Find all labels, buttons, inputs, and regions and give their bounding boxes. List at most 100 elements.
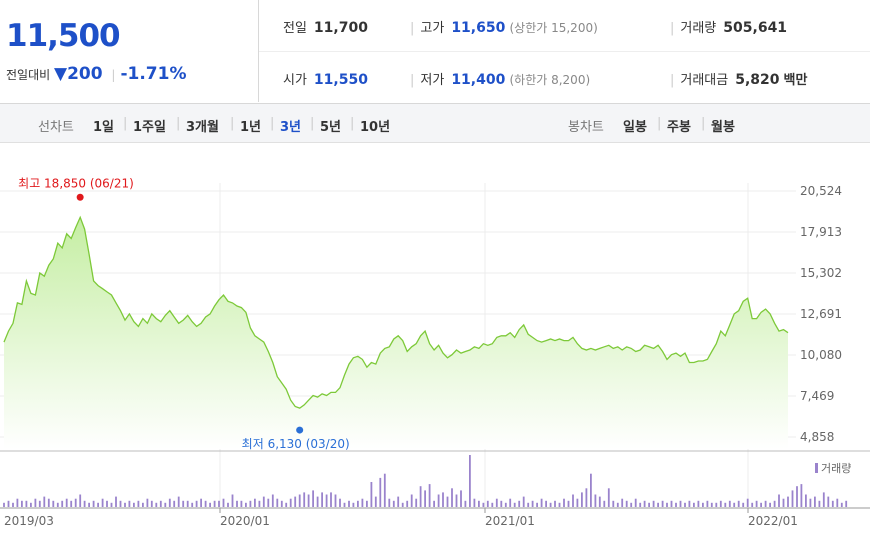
volume-bar (464, 500, 467, 507)
change-line: 전일대비 ▼200 | -1.71% (6, 64, 187, 84)
volume-bar (52, 500, 55, 507)
volume-bar (545, 500, 547, 507)
volume-bar (567, 500, 570, 507)
volume-bar (845, 500, 848, 507)
volume-bar (245, 502, 247, 507)
volume-bar (840, 502, 843, 507)
change-percent: -1.71% (120, 64, 187, 84)
volume-bar (666, 502, 668, 507)
volume-bar (267, 498, 270, 507)
volume-bar (536, 502, 538, 507)
volume-bar (778, 494, 780, 507)
volume-bar (791, 490, 794, 507)
y-tick-label: 4,858 (800, 430, 834, 444)
volume-bar (227, 502, 229, 507)
stat-amount: | 거래대금 5,820 백만 (670, 72, 808, 88)
volume-bar (616, 502, 619, 507)
volume-bar (693, 502, 695, 507)
volume-bar (661, 500, 664, 507)
volume-bar (231, 494, 234, 507)
volume-bar (773, 500, 776, 507)
volume-bar (128, 500, 131, 507)
period-1y[interactable]: 1년 (240, 120, 262, 135)
volume-bar (827, 496, 830, 507)
candle-monthly[interactable]: 월봉 (711, 120, 735, 135)
volume-bar (531, 500, 534, 507)
volume-bar (124, 502, 126, 507)
volume-bar (88, 502, 90, 507)
volume-bar (670, 500, 673, 507)
volume-bar (549, 502, 552, 507)
volume-bar (469, 455, 471, 507)
volume-bar (236, 500, 238, 507)
volume-bar (433, 500, 435, 507)
volume-bar (204, 500, 207, 507)
volume-bar (7, 500, 10, 507)
volume-bar (186, 500, 189, 507)
volume-bar (446, 496, 449, 507)
volume-bar (34, 498, 37, 507)
volume-bar (800, 484, 803, 507)
volume-bar (769, 502, 771, 507)
volume-bar (437, 494, 440, 507)
volume-bar (12, 502, 14, 507)
volume-bar (357, 500, 359, 507)
volume-bar (222, 498, 225, 507)
volume-bar (719, 500, 722, 507)
line-chart-label: 선차트 (38, 120, 74, 135)
period-3m[interactable]: 3개월 (186, 120, 219, 135)
volume-bar (254, 498, 256, 507)
low-marker (296, 426, 304, 434)
volume-bar (16, 498, 19, 507)
volume-bar (782, 498, 785, 507)
volume-bar (294, 496, 297, 507)
volume-bar (70, 500, 73, 507)
volume-bar (540, 498, 543, 507)
volume-bar (581, 492, 583, 507)
candle-daily[interactable]: 일봉 (623, 120, 647, 135)
volume-bar (796, 486, 798, 507)
volume-bar (410, 494, 413, 507)
volume-bar (316, 496, 319, 507)
period-1w[interactable]: 1주일 (133, 120, 166, 135)
volume-bar (280, 500, 283, 507)
volume-bar (764, 500, 767, 507)
volume-bar (61, 500, 64, 507)
volume-bar (343, 502, 346, 507)
volume-bar (657, 502, 659, 507)
chart-toolbar: 선차트 1일 | 1주일 | 3개월 | 1년 | 3년 | 5년 | 10년 … (0, 104, 870, 143)
volume-bar (164, 502, 167, 507)
volume-bar (348, 500, 350, 507)
candle-weekly[interactable]: 주봉 (667, 120, 691, 135)
period-10y[interactable]: 10년 (360, 120, 391, 135)
volume-bar (74, 498, 77, 507)
volume-bar (639, 502, 642, 507)
volume-bar (652, 500, 655, 507)
y-tick-label: 7,469 (800, 389, 834, 403)
volume-bar (92, 500, 95, 507)
volume-bar (200, 498, 202, 507)
volume-bar (159, 500, 162, 507)
period-3y[interactable]: 3년 (280, 120, 302, 135)
price-chart: 20,524 17,913 15,302 12,691 10,080 7,469 4,858… (0, 176, 870, 528)
volume-bar (168, 498, 171, 507)
volume-bar (473, 498, 476, 507)
volume-bar (724, 502, 727, 507)
stat-volume: | 거래량 505,641 (670, 20, 788, 36)
x-tick-label: 2022/01 (748, 514, 798, 528)
volume-bar (585, 488, 588, 507)
period-1d[interactable]: 1일 (93, 120, 115, 135)
volume-bar (209, 502, 211, 507)
volume-bar (460, 490, 462, 507)
volume-bar (612, 500, 615, 507)
x-tick-label: 2020/01 (220, 514, 270, 528)
volume-bar (150, 500, 153, 507)
volume-bar (710, 502, 713, 507)
volume-bar (518, 500, 521, 507)
period-5y[interactable]: 5년 (320, 120, 342, 135)
volume-bar (634, 498, 637, 507)
volume-bar (688, 500, 691, 507)
volume-bar (836, 498, 839, 507)
volume-bar (598, 496, 601, 507)
volume-bar (451, 488, 453, 507)
